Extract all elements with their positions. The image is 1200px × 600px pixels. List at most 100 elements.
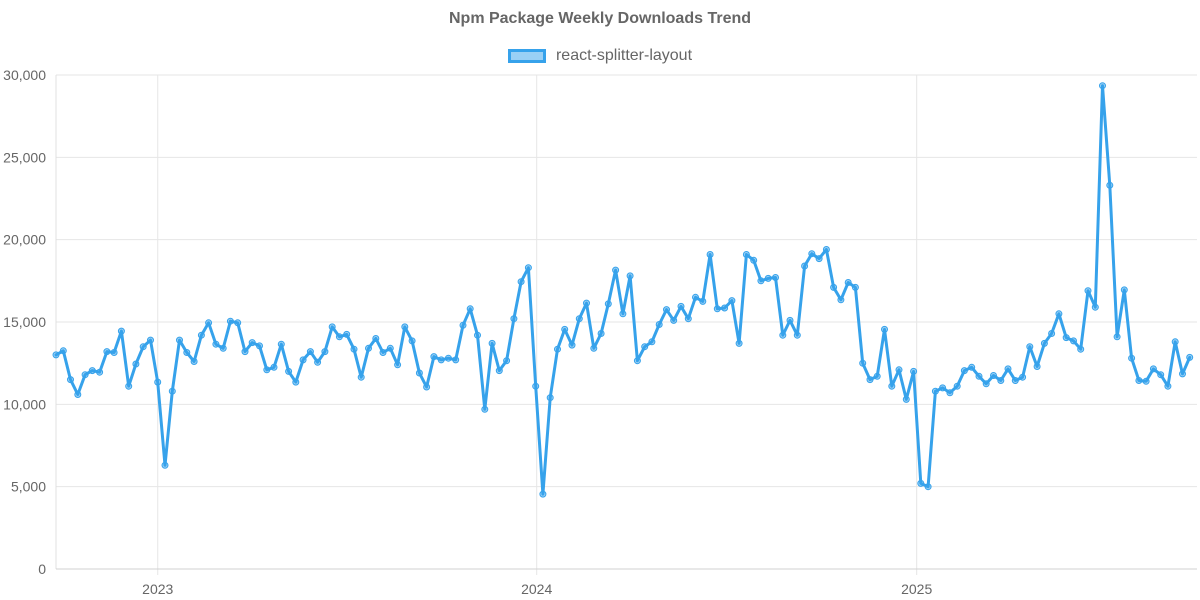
data-point[interactable] <box>125 382 133 390</box>
data-point[interactable] <box>735 339 743 347</box>
data-point[interactable] <box>706 251 714 258</box>
data-point[interactable] <box>234 319 242 327</box>
data-point[interactable] <box>168 387 176 395</box>
data-point[interactable] <box>1099 82 1106 90</box>
data-point[interactable] <box>692 293 699 301</box>
data-point[interactable] <box>895 366 903 374</box>
data-point[interactable] <box>386 344 394 352</box>
data-point[interactable] <box>1135 377 1143 384</box>
data-point[interactable] <box>437 356 445 364</box>
data-point[interactable] <box>910 367 918 375</box>
data-point[interactable] <box>350 345 358 353</box>
data-point[interactable] <box>851 283 859 291</box>
data-point[interactable] <box>866 376 874 384</box>
data-point[interactable] <box>590 344 598 352</box>
data-point[interactable] <box>1048 330 1056 337</box>
data-point[interactable] <box>655 321 663 328</box>
data-point[interactable] <box>764 274 772 282</box>
data-point[interactable] <box>495 367 503 375</box>
data-point[interactable] <box>466 305 474 313</box>
legend-label[interactable]: react-splitter-layout <box>555 47 693 64</box>
data-point[interactable] <box>924 483 932 491</box>
data-point[interactable] <box>844 279 852 286</box>
data-point[interactable] <box>619 310 627 318</box>
data-point[interactable] <box>503 357 511 365</box>
data-point[interactable] <box>975 372 983 380</box>
data-point[interactable] <box>212 340 220 348</box>
data-point[interactable] <box>1106 181 1114 189</box>
data-point[interactable] <box>226 317 234 325</box>
data-point[interactable] <box>103 348 111 356</box>
data-point[interactable] <box>459 321 467 329</box>
data-point[interactable] <box>219 344 227 352</box>
data-point[interactable] <box>517 278 525 286</box>
data-point[interactable] <box>742 251 750 258</box>
data-point[interactable] <box>837 296 845 304</box>
data-point[interactable] <box>604 300 612 308</box>
data-point[interactable] <box>917 479 925 487</box>
data-point[interactable] <box>1070 337 1077 345</box>
data-point[interactable] <box>343 330 351 338</box>
data-point[interactable] <box>1040 339 1048 347</box>
data-point[interactable] <box>684 315 692 323</box>
data-point[interactable] <box>1011 377 1019 384</box>
data-point[interactable] <box>357 373 365 381</box>
data-point[interactable] <box>408 337 416 345</box>
data-point[interactable] <box>1120 286 1128 294</box>
data-point[interactable] <box>554 345 561 353</box>
data-point[interactable] <box>176 336 183 344</box>
data-point[interactable] <box>677 302 685 310</box>
data-point[interactable] <box>801 262 809 270</box>
data-point[interactable] <box>561 325 569 333</box>
data-point[interactable] <box>1171 338 1179 346</box>
data-point[interactable] <box>277 340 285 348</box>
data-point[interactable] <box>597 330 605 337</box>
data-point[interactable] <box>110 349 118 356</box>
data-point[interactable] <box>859 359 867 367</box>
data-point[interactable] <box>670 316 678 324</box>
data-point[interactable] <box>1113 333 1121 341</box>
data-point[interactable] <box>713 305 721 313</box>
data-point[interactable] <box>423 383 431 391</box>
data-point[interactable] <box>96 368 104 376</box>
data-point[interactable] <box>990 372 997 379</box>
data-point[interactable] <box>1164 382 1172 390</box>
data-point[interactable] <box>1091 303 1099 311</box>
data-point[interactable] <box>263 366 271 374</box>
data-point[interactable] <box>335 333 343 341</box>
data-point[interactable] <box>1033 363 1041 370</box>
data-point[interactable] <box>1004 365 1012 373</box>
data-point[interactable] <box>1077 345 1085 353</box>
data-point[interactable] <box>757 277 765 285</box>
data-point[interactable] <box>248 339 256 347</box>
data-point[interactable] <box>1186 353 1194 361</box>
data-point[interactable] <box>1149 365 1157 373</box>
data-point[interactable] <box>139 343 147 351</box>
data-point[interactable] <box>830 283 838 291</box>
data-point[interactable] <box>982 380 990 388</box>
legend-swatch[interactable] <box>507 49 546 63</box>
data-point[interactable] <box>474 331 481 339</box>
data-point[interactable] <box>939 384 947 392</box>
data-point[interactable] <box>779 331 787 339</box>
data-point[interactable] <box>793 331 801 339</box>
data-point[interactable] <box>430 353 438 361</box>
data-point[interactable] <box>786 316 794 324</box>
data-point[interactable] <box>1062 334 1070 342</box>
data-point[interactable] <box>633 357 641 365</box>
data-point[interactable] <box>873 372 881 380</box>
data-point[interactable] <box>902 395 910 403</box>
data-point[interactable] <box>197 331 205 339</box>
data-point[interactable] <box>612 266 620 274</box>
data-point[interactable] <box>1019 373 1027 381</box>
data-point[interactable] <box>401 323 409 331</box>
data-point[interactable] <box>285 367 293 375</box>
data-point[interactable] <box>721 304 729 312</box>
data-point[interactable] <box>583 299 590 307</box>
data-point[interactable] <box>205 319 213 327</box>
data-point[interactable] <box>415 369 423 377</box>
data-point[interactable] <box>1157 371 1165 379</box>
data-point[interactable] <box>568 341 576 349</box>
data-point[interactable] <box>190 358 198 365</box>
data-point[interactable] <box>575 315 583 323</box>
